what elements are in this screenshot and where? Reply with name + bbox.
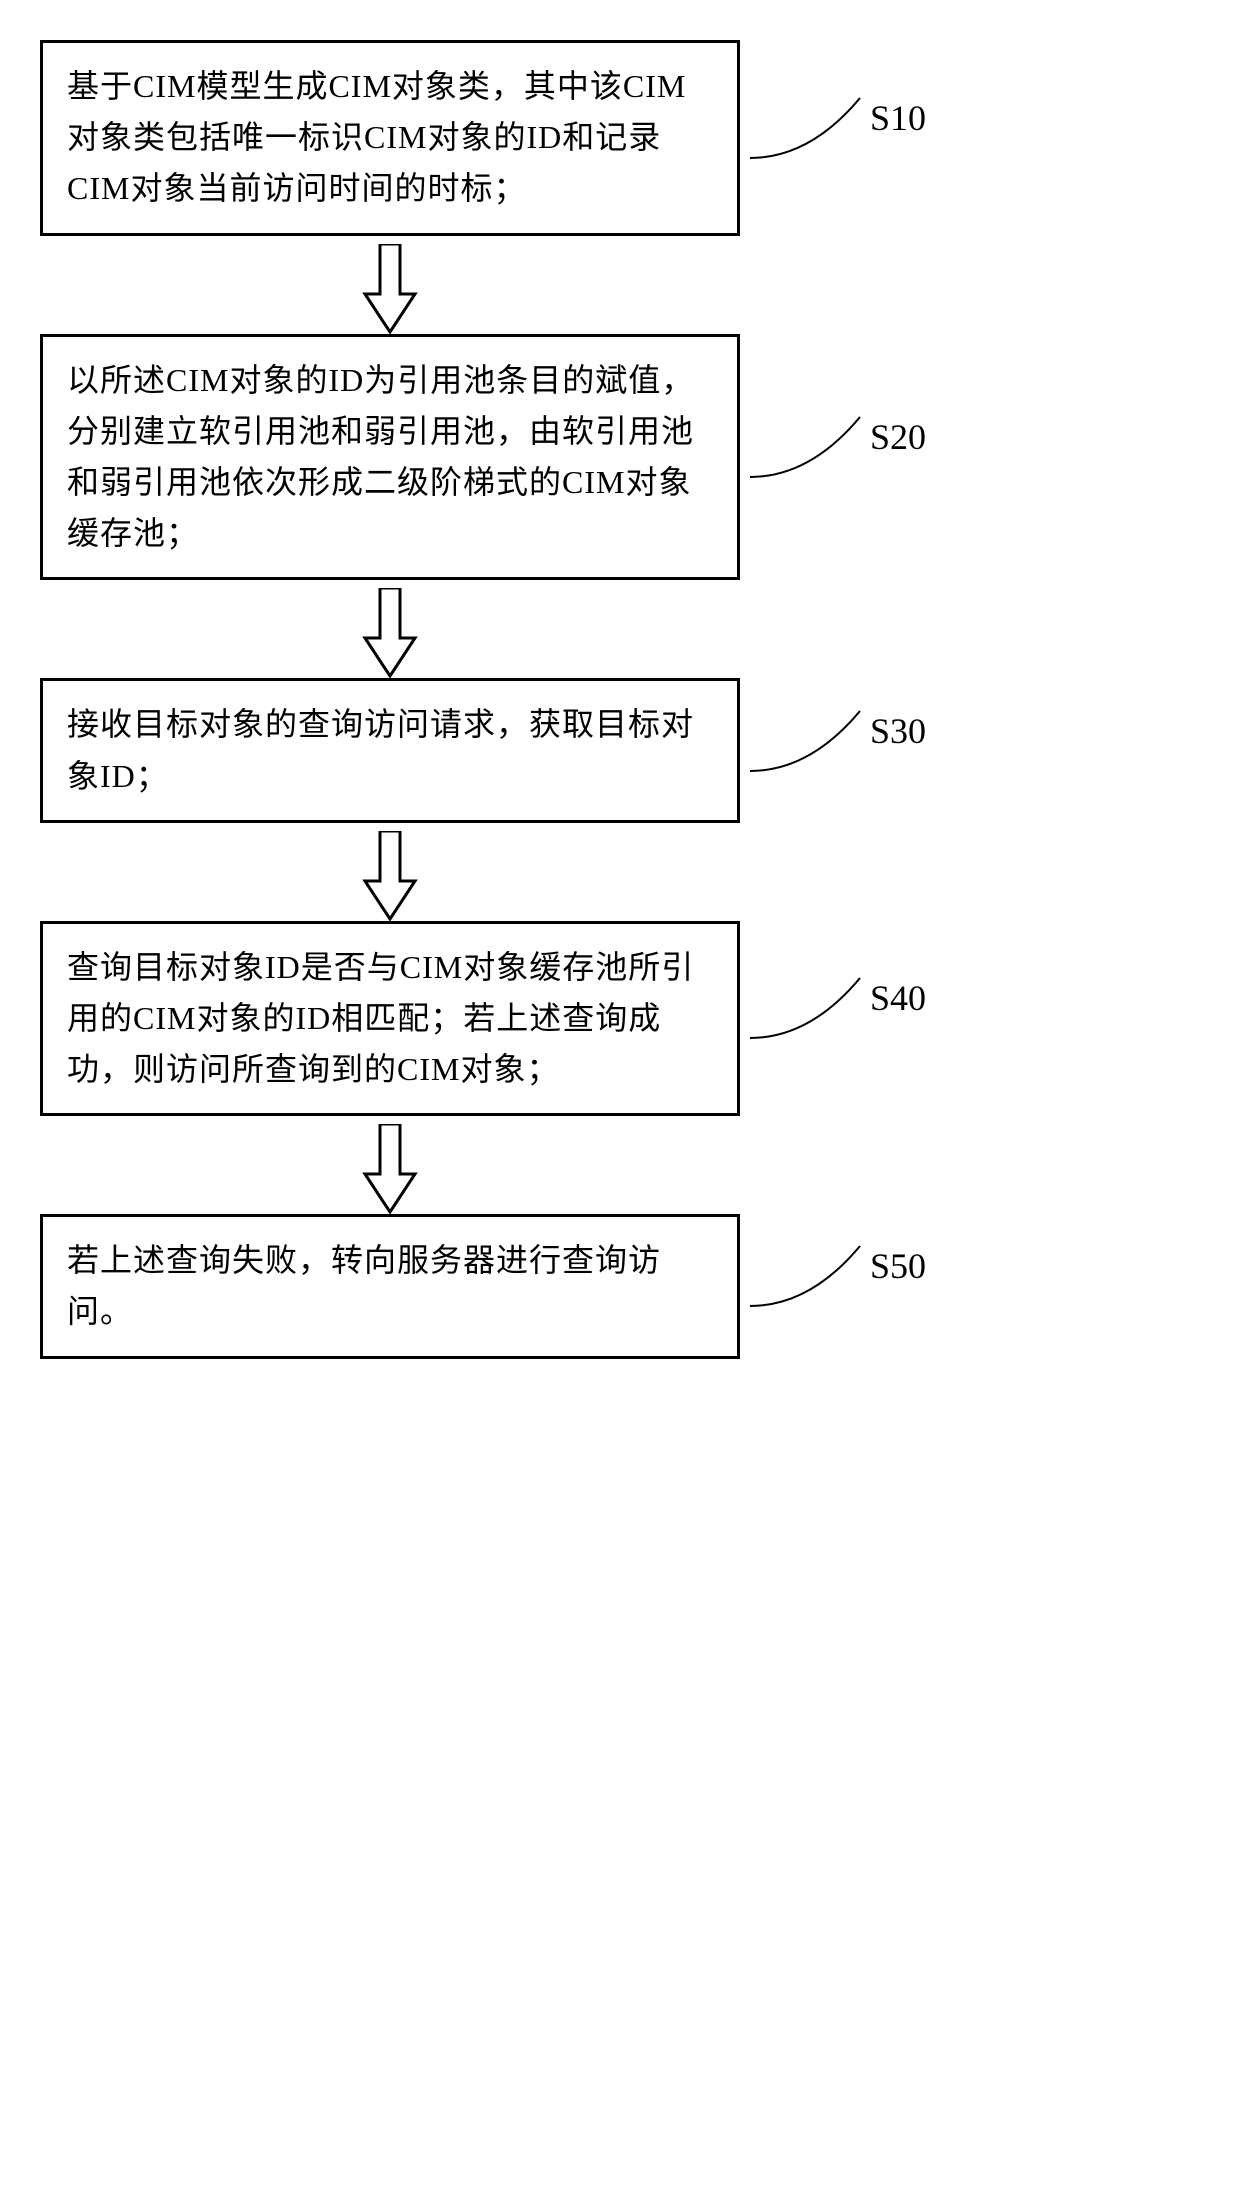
arrow-container [40,1116,740,1214]
connector-curve-icon [750,701,870,781]
down-arrow-icon [360,1124,420,1214]
connector-curve-icon [750,88,870,168]
step-label-s40: S40 [870,977,926,1019]
step-text: 以所述CIM对象的ID为引用池条目的斌值，分别建立软引用池和弱引用池，由软引用池… [67,362,694,552]
flowchart-container: 基于CIM模型生成CIM对象类，其中该CIM对象类包括唯一标识CIM对象的ID和… [40,40,1140,1359]
step-label-s30: S30 [870,710,926,752]
step-row: 接收目标对象的查询访问请求，获取目标对象ID； S30 [40,678,1140,822]
step-text: 基于CIM模型生成CIM对象类，其中该CIM对象类包括唯一标识CIM对象的ID和… [67,68,686,206]
step-box-s20: 以所述CIM对象的ID为引用池条目的斌值，分别建立软引用池和弱引用池，由软引用池… [40,334,740,581]
step-row: 以所述CIM对象的ID为引用池条目的斌值，分别建立软引用池和弱引用池，由软引用池… [40,334,1140,581]
arrow-container [40,580,740,678]
label-wrap: S20 [750,427,926,487]
step-text: 查询目标对象ID是否与CIM对象缓存池所引用的CIM对象的ID相匹配；若上述查询… [67,949,694,1087]
connector-curve-icon [750,968,870,1048]
arrow-container [40,236,740,334]
label-wrap: S50 [750,1256,926,1316]
connector-curve-icon [750,1236,870,1316]
down-arrow-icon [360,831,420,921]
step-box-s30: 接收目标对象的查询访问请求，获取目标对象ID； [40,678,740,822]
step-label-s50: S50 [870,1245,926,1287]
step-box-s50: 若上述查询失败，转向服务器进行查询访问。 [40,1214,740,1358]
step-row: 若上述查询失败，转向服务器进行查询访问。 S50 [40,1214,1140,1358]
label-wrap: S10 [750,108,926,168]
connector-curve-icon [750,407,870,487]
down-arrow-icon [360,244,420,334]
step-text: 接收目标对象的查询访问请求，获取目标对象ID； [67,706,694,793]
step-label-s20: S20 [870,416,926,458]
label-wrap: S30 [750,721,926,781]
step-box-s10: 基于CIM模型生成CIM对象类，其中该CIM对象类包括唯一标识CIM对象的ID和… [40,40,740,236]
down-arrow-icon [360,588,420,678]
arrow-container [40,823,740,921]
step-row: 基于CIM模型生成CIM对象类，其中该CIM对象类包括唯一标识CIM对象的ID和… [40,40,1140,236]
step-text: 若上述查询失败，转向服务器进行查询访问。 [67,1242,661,1329]
step-box-s40: 查询目标对象ID是否与CIM对象缓存池所引用的CIM对象的ID相匹配；若上述查询… [40,921,740,1117]
step-label-s10: S10 [870,97,926,139]
step-row: 查询目标对象ID是否与CIM对象缓存池所引用的CIM对象的ID相匹配；若上述查询… [40,921,1140,1117]
label-wrap: S40 [750,988,926,1048]
